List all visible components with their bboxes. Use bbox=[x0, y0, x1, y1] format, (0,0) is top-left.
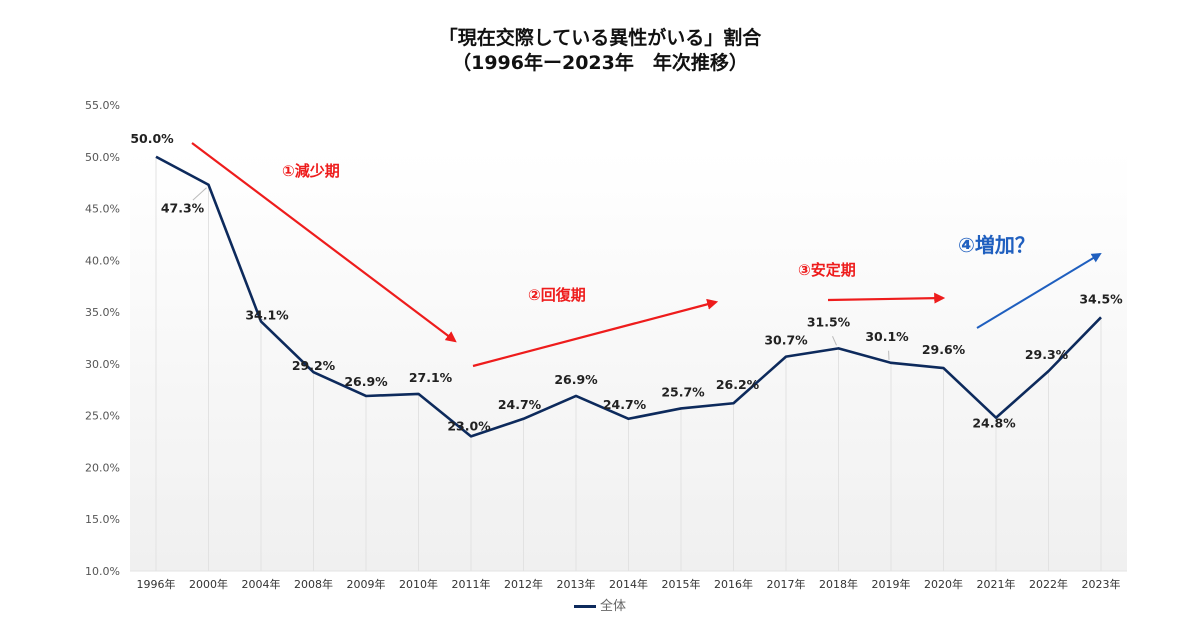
x-axis: 1996年 2000年 2004年 2008年 2009年 2010年 2011年 2012年… bbox=[137, 577, 1121, 591]
data-label: 29.3% bbox=[1025, 347, 1069, 362]
data-label: 30.1% bbox=[865, 329, 909, 344]
x-tick-label: 2004年 bbox=[242, 577, 281, 591]
legend-swatch bbox=[573, 605, 596, 608]
x-tick-label: 2014年 bbox=[609, 577, 648, 591]
data-labels: 50.0% 47.3% 34.1% 29.2% 26.9% 27.1% 23.0% 24.7%… bbox=[130, 131, 1123, 434]
y-axis: 10.0% 15.0% 20.0% 25.0% 30.0% 35.0% 40.0% 45.0%… bbox=[85, 99, 1127, 578]
x-tick-label: 2021年 bbox=[977, 577, 1016, 591]
chart-title-line2: （1996年ー2023年 年次推移） bbox=[452, 52, 748, 74]
data-label: 47.3% bbox=[161, 201, 205, 216]
y-tick-label: 25.0% bbox=[85, 410, 120, 423]
data-label: 27.1% bbox=[409, 370, 453, 385]
data-label: 31.5% bbox=[807, 314, 851, 329]
chart-title-line1: 「現在交際している異性がいる」割合 bbox=[438, 27, 762, 49]
y-tick-label: 30.0% bbox=[85, 358, 120, 371]
data-label: 25.7% bbox=[661, 384, 705, 399]
series-line-zentai bbox=[155, 155, 1102, 438]
data-label: 26.9% bbox=[344, 374, 388, 389]
label-leader-line bbox=[832, 336, 837, 346]
annotation-stable-label: ③安定期 bbox=[798, 261, 856, 279]
y-tick-label: 10.0% bbox=[85, 565, 120, 578]
y-tick-label: 15.0% bbox=[85, 513, 120, 526]
legend-label: 全体 bbox=[599, 599, 626, 614]
x-tick-label: 2000年 bbox=[189, 577, 228, 591]
legend: 全体 bbox=[0, 595, 1200, 614]
data-label: 23.0% bbox=[447, 418, 491, 433]
x-tick-label: 2015年 bbox=[662, 577, 701, 591]
y-tick-label: 45.0% bbox=[85, 203, 120, 216]
annotation-arrow-stable bbox=[827, 292, 946, 304]
y-tick-label: 40.0% bbox=[85, 254, 120, 267]
x-tick-label: 2020年 bbox=[924, 577, 963, 591]
y-tick-label: 50.0% bbox=[85, 151, 120, 164]
x-tick-label: 2022年 bbox=[1029, 577, 1068, 591]
data-label: 29.2% bbox=[292, 358, 336, 373]
x-tick-label: 2013年 bbox=[557, 577, 596, 591]
label-leader-line bbox=[192, 187, 207, 201]
x-tick-label: 2023年 bbox=[1082, 577, 1121, 591]
chart-title: 「現在交際している異性がいる」割合 （1996年ー2023年 年次推移） bbox=[0, 26, 1200, 76]
x-tick-label: 2019年 bbox=[872, 577, 911, 591]
data-label: 26.9% bbox=[554, 372, 598, 387]
data-label: 30.7% bbox=[764, 333, 808, 348]
x-tick-label: 1996年 bbox=[137, 577, 176, 591]
data-label: 24.7% bbox=[603, 397, 647, 412]
gridlines bbox=[155, 156, 1102, 571]
y-tick-label: 20.0% bbox=[85, 461, 120, 474]
x-tick-label: 2012年 bbox=[504, 577, 543, 591]
data-label: 34.1% bbox=[245, 307, 289, 322]
annotation-arrow-increase bbox=[976, 252, 1102, 329]
annotation-decrease-label: ①減少期 bbox=[282, 162, 340, 180]
y-tick-label: 55.0% bbox=[85, 99, 120, 112]
label-leader-lines bbox=[192, 187, 890, 360]
data-label: 34.5% bbox=[1079, 291, 1123, 306]
annotation-arrow-recovery bbox=[472, 298, 719, 368]
x-tick-label: 2008年 bbox=[294, 577, 333, 591]
data-label: 29.6% bbox=[922, 342, 966, 357]
x-tick-label: 2011年 bbox=[452, 577, 491, 591]
data-label: 50.0% bbox=[130, 131, 174, 146]
x-tick-label: 2009年 bbox=[347, 577, 386, 591]
x-tick-label: 2016年 bbox=[714, 577, 753, 591]
data-label: 26.2% bbox=[716, 377, 760, 392]
x-tick-label: 2010年 bbox=[399, 577, 438, 591]
x-tick-label: 2017年 bbox=[767, 577, 806, 591]
y-tick-label: 35.0% bbox=[85, 306, 120, 319]
annotation-increase-label: ④増加？ bbox=[958, 233, 1035, 257]
annotation-arrow-decrease bbox=[191, 142, 457, 343]
annotation-recovery-label: ②回復期 bbox=[528, 286, 586, 304]
x-tick-label: 2018年 bbox=[819, 577, 858, 591]
data-label: 24.7% bbox=[498, 397, 542, 412]
data-label: 24.8% bbox=[972, 416, 1016, 431]
